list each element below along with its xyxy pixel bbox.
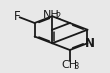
Text: CH: CH <box>61 60 77 70</box>
Text: 3: 3 <box>73 62 79 71</box>
Text: N: N <box>85 37 95 50</box>
Text: 2: 2 <box>55 12 61 21</box>
Text: F: F <box>14 10 21 23</box>
Text: NH: NH <box>43 10 60 20</box>
